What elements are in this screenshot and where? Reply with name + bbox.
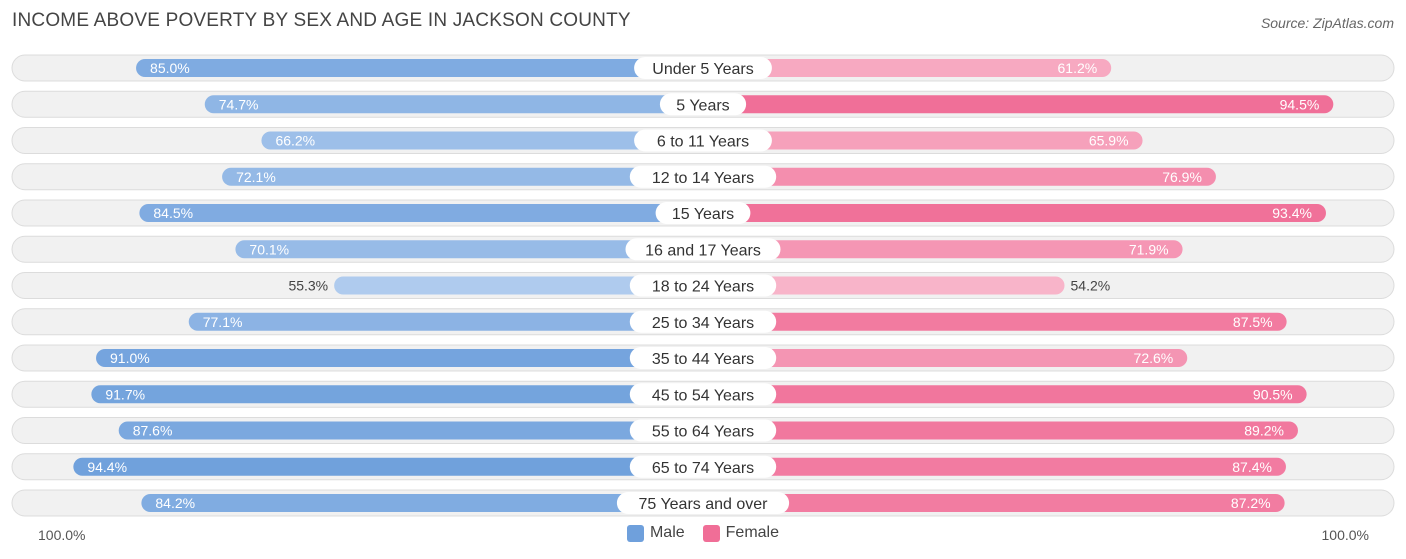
category-label: 65 to 74 Years <box>652 460 754 477</box>
legend-item-male[interactable]: Male <box>626 524 685 542</box>
female-value-label: 72.6% <box>1134 350 1174 366</box>
female-bar <box>703 276 1065 295</box>
male-bar <box>188 312 704 331</box>
category-pill <box>629 455 777 478</box>
category-pill <box>625 238 781 261</box>
axis-left-label: 100.0% <box>38 527 86 543</box>
category-label: 15 Years <box>672 206 734 223</box>
axis-right-label: 100.0% <box>1321 527 1369 543</box>
male-value-label: 84.2% <box>155 495 195 511</box>
category-pill <box>629 165 777 188</box>
category-pill <box>616 492 790 514</box>
male-value-label: 77.1% <box>203 314 243 330</box>
female-bar <box>703 167 1216 186</box>
female-bar <box>703 312 1287 331</box>
legend-label-female: Female <box>725 524 780 541</box>
male-value-label: 74.7% <box>219 96 259 112</box>
category-pill <box>629 383 777 406</box>
male-bar <box>204 95 703 114</box>
male-bar <box>141 494 704 512</box>
female-bar <box>703 494 1285 512</box>
legend: Male Female <box>0 524 1406 542</box>
category-pill <box>659 93 747 116</box>
category-label: 18 to 24 Years <box>652 279 754 296</box>
female-value-label: 87.5% <box>1233 314 1273 330</box>
male-bar <box>139 204 703 222</box>
category-pill <box>629 310 777 333</box>
female-bar <box>703 421 1298 440</box>
male-value-label: 84.5% <box>153 205 193 221</box>
female-bar <box>703 457 1286 476</box>
female-value-label: 76.9% <box>1162 169 1202 185</box>
legend-item-female[interactable]: Female <box>702 524 780 542</box>
male-value-label: 85.0% <box>150 60 190 76</box>
category-label: 35 to 44 Years <box>652 351 754 368</box>
chart: 85.0% 61.2% Under 5 Years 74.7% 94.5% 5 Years… <box>11 54 1395 517</box>
female-bar <box>703 240 1183 259</box>
category-pill <box>634 129 772 152</box>
male-value-label: 94.4% <box>87 459 127 475</box>
category-label: 25 to 34 Years <box>652 315 754 332</box>
legend-swatch-male <box>626 524 644 542</box>
male-bar <box>91 385 703 404</box>
female-bar <box>703 204 1326 222</box>
category-pill <box>634 57 772 79</box>
legend-label-male: Male <box>649 524 685 541</box>
category-pill <box>629 274 777 297</box>
male-value-label: 70.1% <box>249 241 289 257</box>
female-value-label: 54.2% <box>1071 278 1111 294</box>
female-bar <box>703 59 1112 77</box>
female-bar <box>703 95 1334 114</box>
category-label: 5 Years <box>676 97 729 114</box>
male-bar <box>261 131 703 150</box>
legend-swatch-female <box>702 524 720 542</box>
male-value-label: 55.3% <box>288 278 328 294</box>
female-value-label: 87.4% <box>1232 459 1272 475</box>
female-value-label: 90.5% <box>1253 386 1293 402</box>
male-bar <box>96 349 703 367</box>
female-value-label: 61.2% <box>1058 60 1098 76</box>
male-value-label: 91.0% <box>110 350 150 366</box>
male-bar <box>136 59 704 77</box>
female-value-label: 71.9% <box>1129 241 1169 257</box>
category-pill <box>629 347 777 369</box>
female-value-label: 93.4% <box>1272 205 1312 221</box>
male-value-label: 66.2% <box>275 133 315 149</box>
male-bar <box>334 276 703 295</box>
male-bar <box>222 167 703 186</box>
male-value-label: 87.6% <box>133 423 173 439</box>
source-label: Source: ZipAtlas.com <box>1260 15 1394 31</box>
category-label: 16 and 17 Years <box>645 242 761 259</box>
male-value-label: 91.7% <box>105 386 145 402</box>
female-value-label: 89.2% <box>1244 423 1284 439</box>
category-label: 55 to 64 Years <box>652 424 754 441</box>
female-bar <box>703 349 1188 367</box>
category-label: 12 to 14 Years <box>652 170 754 187</box>
category-label: Under 5 Years <box>652 61 753 78</box>
category-label: 45 to 54 Years <box>652 387 754 404</box>
category-label: 6 to 11 Years <box>657 134 749 151</box>
female-value-label: 94.5% <box>1280 96 1320 112</box>
chart-title: INCOME ABOVE POVERTY BY SEX AND AGE IN J… <box>12 10 631 31</box>
female-value-label: 87.2% <box>1231 495 1271 511</box>
category-pill <box>655 202 751 224</box>
male-bar <box>118 421 703 440</box>
category-label: 75 Years and over <box>639 496 769 513</box>
male-bar <box>73 457 704 476</box>
female-value-label: 65.9% <box>1089 133 1129 149</box>
category-pill <box>629 419 777 442</box>
male-value-label: 72.1% <box>236 169 276 185</box>
female-bar <box>703 131 1143 150</box>
male-bar <box>235 240 704 259</box>
female-bar <box>703 385 1307 404</box>
